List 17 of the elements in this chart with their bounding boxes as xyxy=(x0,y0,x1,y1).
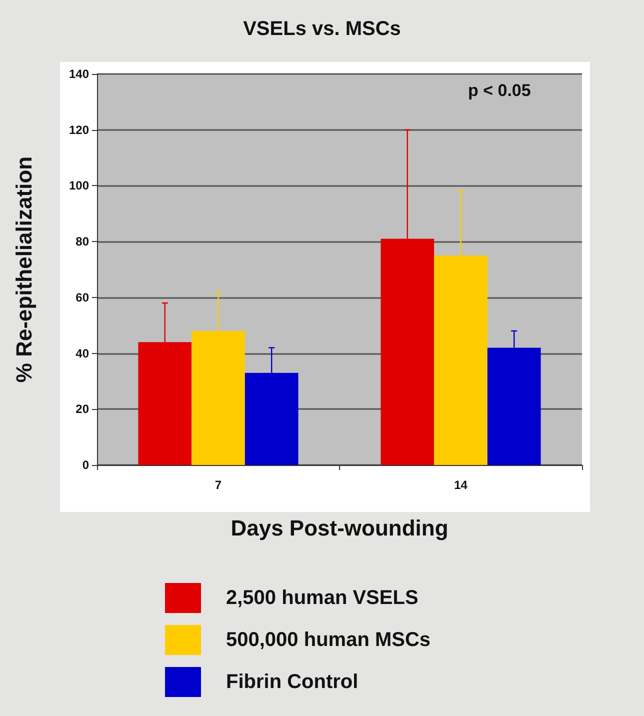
y-tick-label: 0 xyxy=(82,458,90,472)
y-tick-label: 120 xyxy=(68,122,90,137)
chart-title: VSELs vs. MSCs xyxy=(243,18,401,40)
legend-label: 2,500 human VSELS xyxy=(226,587,418,609)
x-axis-title: Days Post-wounding xyxy=(230,516,448,540)
annotation: p < 0.05 xyxy=(468,81,531,100)
y-tick-label: 60 xyxy=(76,290,90,304)
y-tick-label: 140 xyxy=(68,67,90,81)
y-axis-title: % Re-epithelialization xyxy=(12,156,36,383)
x-tick-label: 7 xyxy=(214,478,222,492)
y-tick-label: 80 xyxy=(76,234,90,249)
legend-label: 500,000 human MSCs xyxy=(226,629,431,651)
x-tick-label: 14 xyxy=(454,478,468,492)
y-tick-label: 40 xyxy=(76,346,90,360)
legend-label: Fibrin Control xyxy=(226,671,358,693)
y-tick-label: 20 xyxy=(76,402,90,416)
y-tick-label: 100 xyxy=(68,178,90,193)
